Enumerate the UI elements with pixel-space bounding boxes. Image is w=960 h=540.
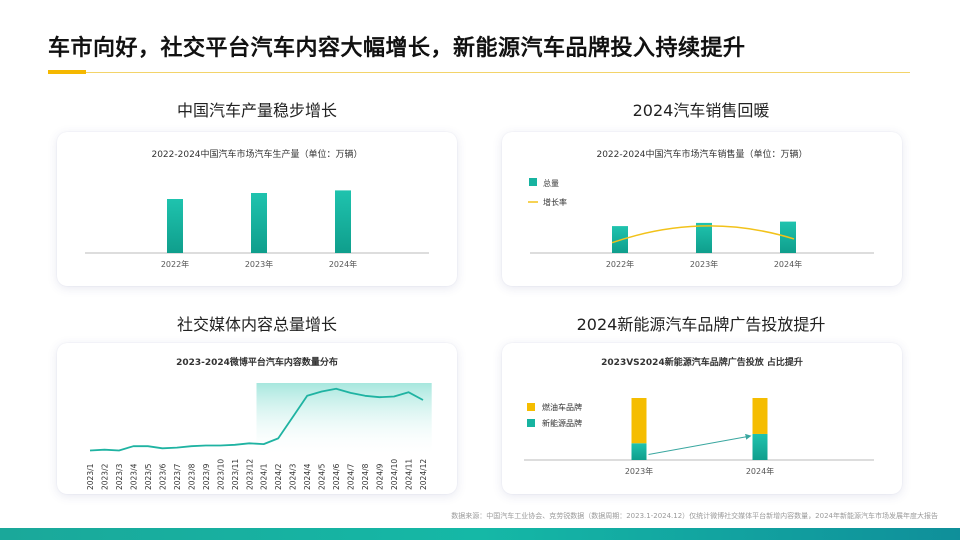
x-tick-label: 2023/6 — [158, 463, 167, 490]
nev-card: 2023VS2024新能源汽车品牌广告投放 占比提升燃油车品牌新能源品牌 2023… — [502, 343, 902, 494]
x-tick-label: 2023年 — [625, 466, 653, 476]
x-tick-label: 2023/2 — [100, 463, 109, 490]
bar-segment-nev — [631, 443, 647, 460]
x-tick-label: 2023/9 — [202, 463, 211, 490]
chart-title: 2022-2024中国汽车市场汽车生产量（单位：万辆） — [151, 148, 362, 160]
chart-title: 2023-2024微博平台汽车内容数量分布 — [176, 356, 338, 368]
x-tick-label: 2024/5 — [318, 463, 327, 490]
series-line — [89, 387, 424, 452]
bar — [251, 193, 267, 253]
bar — [696, 222, 712, 253]
sales-card: 2022-2024中国汽车市场汽车销售量（单位：万辆） 总量增长率 2022年 202… — [502, 132, 902, 286]
x-tick-label: 2023年 — [690, 259, 718, 269]
production-card: 2022-2024中国汽车市场汽车生产量（单位：万辆） 2022年 2023年 202… — [57, 132, 457, 286]
x-tick-label: 2023/11 — [231, 459, 240, 490]
title-accent — [48, 70, 86, 74]
page-title: 车市向好，社交平台汽车内容大幅增长，新能源汽车品牌投入持续提升 — [48, 36, 746, 61]
bar — [167, 199, 183, 253]
x-tick-label: 2023年 — [245, 259, 273, 269]
x-tick-label: 2023/8 — [187, 463, 196, 490]
legend-swatch-nev — [527, 419, 535, 427]
x-tick-label: 2023/4 — [129, 463, 138, 490]
legend-label: 总量 — [543, 178, 559, 188]
social-card: 2023-2024微博平台汽车内容数量分布 2023/1 2023/2 2023/3 2… — [57, 343, 457, 494]
x-tick-label: 2022年 — [606, 259, 634, 269]
x-tick-label: 2024年 — [746, 466, 774, 476]
bar-segment-fuel — [752, 398, 768, 434]
x-tick-label: 2023/3 — [115, 463, 124, 490]
growth-arrow — [648, 433, 752, 456]
x-tick-label: 2023/12 — [245, 459, 254, 490]
section-heading-sales: 2024汽车销售回暖 — [632, 101, 770, 120]
section-heading-social: 社交媒体内容总量增长 — [176, 315, 337, 334]
section-heading-production: 中国汽车产量稳步增长 — [176, 101, 337, 120]
x-tick-label: 2024/6 — [332, 463, 341, 490]
x-tick-label: 2024年 — [329, 259, 357, 269]
bar-segment-nev — [752, 433, 768, 460]
x-tick-label: 2022年 — [161, 259, 189, 269]
x-tick-label: 2024/4 — [303, 463, 312, 490]
x-tick-label: 2023/1 — [86, 463, 95, 490]
x-tick-label: 2024/11 — [405, 459, 414, 490]
x-tick-label: 2024/1 — [260, 463, 269, 490]
chart-title: 2022-2024中国汽车市场汽车销售量（单位：万辆） — [596, 148, 807, 160]
x-tick-label: 2023/10 — [216, 459, 225, 490]
x-tick-label: 2024/12 — [419, 459, 428, 490]
chart-title: 2023VS2024新能源汽车品牌广告投放 占比提升 — [601, 356, 803, 368]
title-divider — [86, 72, 910, 73]
section-heading-nev: 2024新能源汽车品牌广告投放提升 — [576, 315, 826, 334]
legend-label: 新能源品牌 — [542, 418, 582, 428]
footer-bar — [0, 528, 960, 540]
footnote: 数据来源：中国汽车工业协会、克劳锐数据（数据周期：2023.1-2024.12）… — [451, 512, 938, 520]
x-tick-label: 2024/7 — [347, 463, 356, 490]
production-chart: 2022-2024中国汽车市场汽车生产量（单位：万辆） 2022年 2023年 202… — [85, 148, 429, 269]
x-tick-label: 2024/10 — [390, 459, 399, 490]
x-tick-label: 2024/9 — [376, 463, 385, 490]
bar — [335, 190, 351, 253]
x-tick-label: 2024/2 — [274, 463, 283, 490]
social-chart: 2023-2024微博平台汽车内容数量分布 2023/1 2023/2 2023/3 2… — [86, 356, 432, 490]
highlight-area — [256, 383, 432, 454]
bar-segment-fuel — [631, 398, 647, 444]
legend-swatch-bar — [529, 178, 537, 186]
x-tick-label: 2024/3 — [289, 463, 298, 490]
x-tick-label: 2024/8 — [361, 463, 370, 490]
legend-label: 燃油车品牌 — [542, 402, 582, 412]
legend-swatch-fuel — [527, 403, 535, 411]
x-tick-label: 2023/7 — [173, 463, 182, 490]
legend-label: 增长率 — [543, 197, 567, 207]
x-tick-label: 2023/5 — [144, 463, 153, 490]
growth-line — [611, 225, 795, 244]
x-tick-label: 2024年 — [774, 259, 802, 269]
